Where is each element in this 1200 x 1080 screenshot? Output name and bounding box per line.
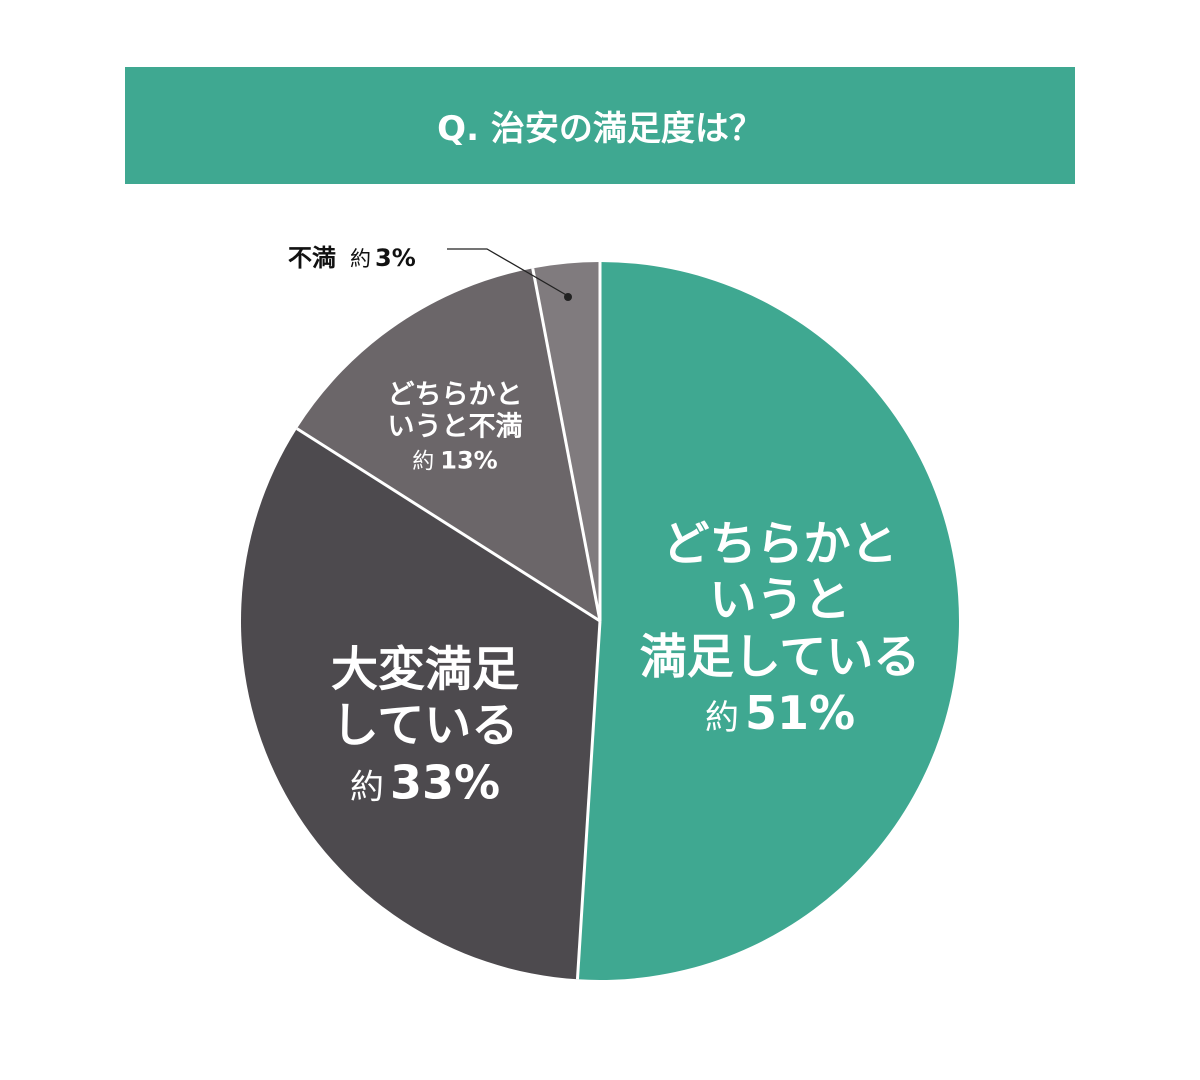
label-line: どちらかと: [387, 379, 523, 411]
approx-prefix: 約: [349, 767, 384, 808]
chart-title: Q. 治安の満足度は？: [125, 67, 1075, 184]
label-line: している: [331, 698, 519, 754]
slice-separator: [531, 268, 602, 622]
leader-line: [447, 248, 569, 297]
pie-slice-2: [296, 268, 600, 621]
slice-label-dissatisfied: 不満約 3%: [288, 238, 416, 273]
slice-separator: [575, 620, 602, 980]
label-line: いうと: [709, 573, 851, 629]
slice-separator: [296, 427, 601, 623]
slice-value: 51%: [744, 686, 856, 741]
slice-value: 3%: [375, 244, 416, 272]
leader-dot: [564, 293, 572, 301]
approx-prefix: 約: [412, 449, 435, 475]
label-line: 大変満足: [331, 642, 519, 698]
label-line: いうと不満: [387, 411, 523, 443]
slice-label-satisfied-somewhat: どちらかと いうと 満足している 約 51%: [640, 517, 921, 743]
slice-value: 13%: [440, 446, 498, 475]
label-line: 満足している: [639, 630, 921, 685]
pie-slice-0: [577, 262, 959, 980]
slice-value: 33%: [389, 755, 501, 810]
slice-label-very-satisfied: 大変満足 している 約 33%: [331, 642, 519, 811]
pie-slice-1: [240, 428, 600, 980]
approx-prefix: 約: [704, 698, 739, 739]
label-line: 不満: [288, 244, 336, 272]
slice-label-dissatisfied-somewhat: どちらかと いうと不満 約 13%: [388, 379, 523, 476]
label-line: どちらかと: [662, 517, 898, 573]
approx-prefix: 約: [350, 247, 371, 271]
